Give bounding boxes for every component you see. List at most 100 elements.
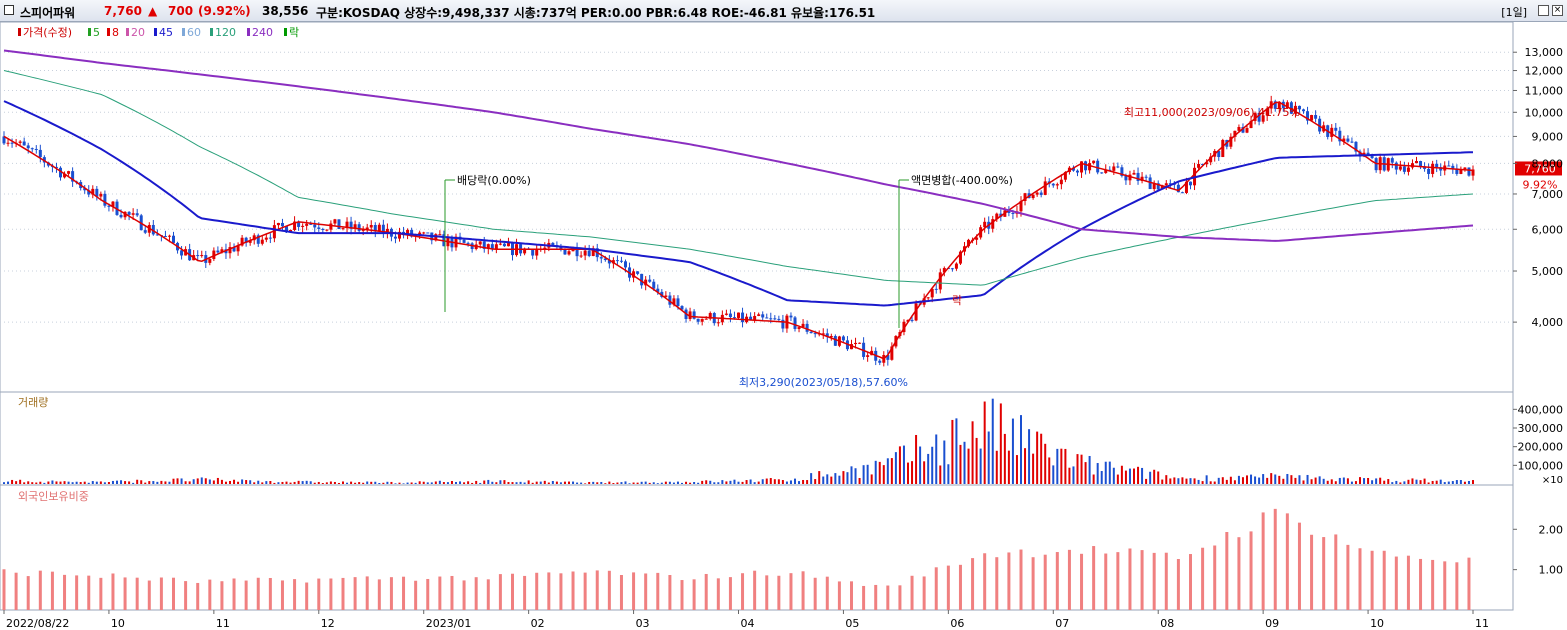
volume-bar bbox=[1169, 478, 1172, 484]
foreign-bar bbox=[1334, 534, 1338, 610]
volume-bar bbox=[931, 446, 934, 484]
foreign-bar bbox=[99, 577, 103, 610]
volume-bar bbox=[362, 482, 365, 484]
candle bbox=[1229, 136, 1233, 147]
foreign-bar bbox=[619, 575, 623, 610]
volume-bar bbox=[907, 462, 909, 484]
volume-bar bbox=[87, 482, 90, 484]
volume-bar bbox=[11, 479, 14, 484]
volume-bar bbox=[854, 468, 857, 484]
volume-bar bbox=[1068, 467, 1071, 484]
volume-bar bbox=[47, 481, 50, 484]
legend-60: 60 bbox=[187, 26, 201, 39]
volume-bar bbox=[410, 482, 413, 484]
candle bbox=[59, 167, 62, 178]
candle bbox=[1297, 105, 1301, 110]
volume-bar bbox=[329, 481, 332, 484]
volume-bar bbox=[685, 481, 688, 484]
volume-bar bbox=[463, 482, 466, 484]
period-selector[interactable]: [1일] bbox=[1501, 6, 1527, 19]
volume-bar bbox=[963, 441, 966, 484]
candle bbox=[107, 205, 111, 207]
volume-bar bbox=[898, 446, 901, 484]
candle bbox=[196, 255, 200, 257]
volume-bar bbox=[995, 450, 998, 484]
volume-bar bbox=[947, 464, 950, 484]
volume-bar bbox=[959, 444, 962, 484]
volume-bar bbox=[483, 480, 486, 484]
candle bbox=[393, 236, 397, 239]
foreign-bar bbox=[632, 572, 636, 610]
volume-bar bbox=[580, 482, 583, 484]
candle bbox=[934, 288, 938, 290]
volume-bar bbox=[773, 479, 776, 484]
volume-bar bbox=[269, 481, 272, 484]
volume-bar bbox=[1447, 481, 1450, 484]
volume-bar bbox=[450, 481, 453, 484]
volume-bar bbox=[1250, 474, 1253, 484]
foreign-bar bbox=[75, 575, 79, 610]
volume-bar bbox=[31, 482, 34, 484]
volume-bar bbox=[132, 482, 135, 484]
close-icon[interactable]: × bbox=[1552, 5, 1563, 16]
price-tick-label: 8,000 bbox=[1532, 157, 1564, 170]
volume-bar bbox=[346, 482, 349, 484]
volume-bar bbox=[676, 481, 679, 484]
volume-panel: 거래량 100,000 200,000 300,000 400,000 ×10 bbox=[0, 391, 1563, 486]
volume-bar bbox=[1354, 481, 1357, 484]
candle bbox=[821, 333, 825, 335]
volume-bar bbox=[1100, 471, 1103, 484]
candle bbox=[1467, 167, 1471, 176]
foreign-bar bbox=[595, 570, 599, 610]
restore-icon[interactable] bbox=[1538, 5, 1549, 16]
volume-bar bbox=[99, 481, 102, 484]
foreign-bar bbox=[426, 578, 430, 610]
foreign-bar bbox=[1055, 552, 1059, 610]
volume-bar bbox=[1052, 465, 1055, 484]
volume-bar bbox=[63, 481, 66, 484]
candle bbox=[498, 243, 502, 245]
legend-swatch bbox=[126, 28, 129, 36]
candle bbox=[1398, 166, 1402, 170]
candle bbox=[551, 242, 555, 246]
foreign-bar bbox=[656, 572, 660, 610]
window-checkbox-icon[interactable] bbox=[4, 5, 14, 15]
candle bbox=[777, 318, 781, 320]
volume-bar bbox=[354, 482, 357, 484]
candle bbox=[1277, 101, 1281, 109]
volume-bar bbox=[1185, 478, 1188, 484]
candle bbox=[369, 225, 373, 228]
foreign-bar bbox=[716, 578, 720, 610]
volume-bar bbox=[23, 482, 26, 484]
candle bbox=[1314, 115, 1318, 119]
foreign-bar bbox=[571, 571, 575, 610]
candle bbox=[1197, 163, 1201, 168]
volume-bar bbox=[67, 481, 70, 484]
candle bbox=[1451, 165, 1455, 169]
lock-marker: 락 bbox=[952, 294, 962, 307]
volume-bar bbox=[1254, 476, 1257, 484]
candle bbox=[1007, 210, 1011, 213]
volume-bar bbox=[160, 480, 163, 484]
stock-chart: 배당락(0.00%) 액면병합(-400.00%) 최고11,000(2023/09… bbox=[0, 22, 1564, 630]
candle bbox=[454, 236, 458, 248]
foreign-bar bbox=[523, 575, 527, 610]
volume-bar bbox=[3, 482, 5, 484]
volume-bar bbox=[337, 482, 340, 484]
candle bbox=[1471, 169, 1475, 176]
foreign-bar bbox=[607, 570, 611, 610]
foreign-bar bbox=[87, 575, 91, 610]
volume-bar bbox=[1161, 479, 1164, 484]
candle bbox=[765, 317, 769, 319]
volume-bar bbox=[289, 482, 292, 484]
candle bbox=[256, 235, 260, 244]
legend-5: 5 bbox=[93, 26, 100, 39]
candle bbox=[829, 336, 833, 338]
candle bbox=[365, 227, 369, 230]
volume-bar bbox=[1270, 473, 1273, 484]
candle bbox=[151, 224, 155, 235]
foreign-bar bbox=[147, 580, 151, 610]
candle bbox=[983, 221, 987, 228]
legend-swatch bbox=[18, 28, 21, 36]
x-tick-label: 05 bbox=[845, 617, 859, 630]
